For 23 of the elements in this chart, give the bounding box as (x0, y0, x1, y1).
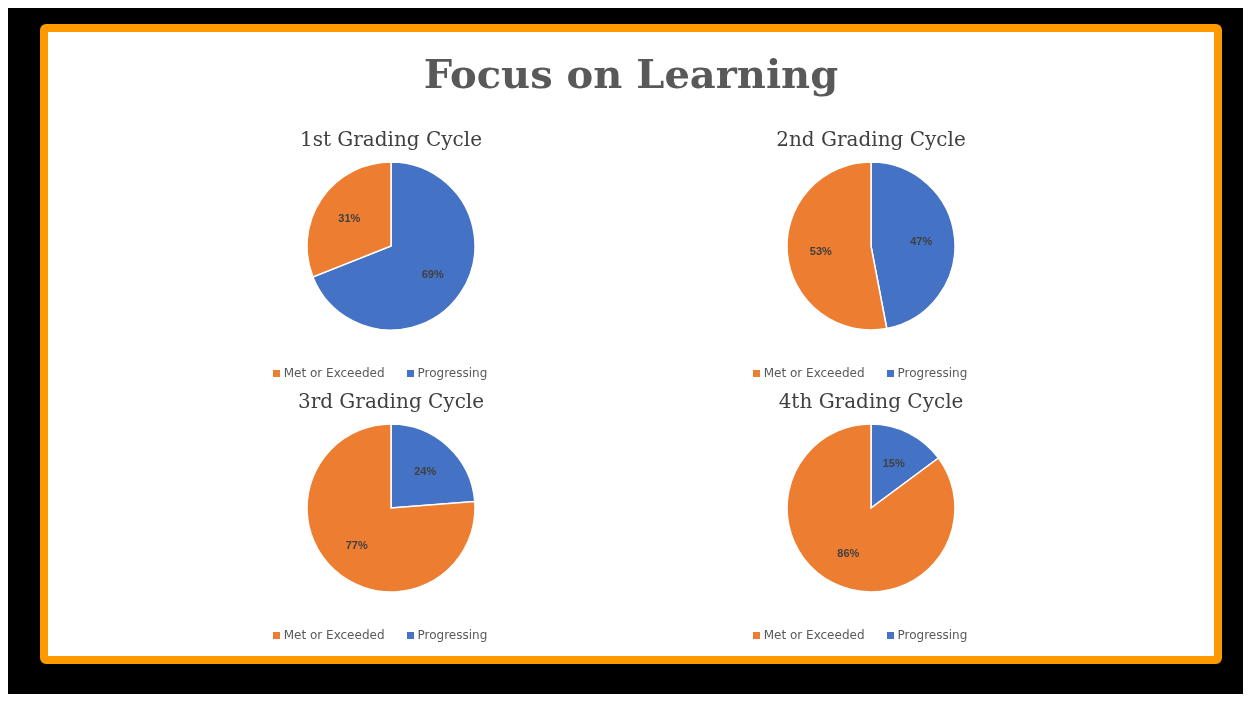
pie-slice (306, 423, 476, 593)
data-label: 86% (837, 547, 860, 560)
chart-title: 2nd Grading Cycle (776, 126, 966, 153)
legend-label: Met or Exceeded (283, 366, 385, 380)
data-label: 31% (338, 211, 361, 224)
data-label: 47% (910, 235, 933, 248)
chart-title: 3rd Grading Cycle (297, 388, 485, 415)
legend-label: Progressing (417, 628, 488, 642)
data-label: 69% (421, 268, 444, 281)
chart-title: 4th Grading Cycle (778, 388, 964, 415)
pie-slice (786, 423, 956, 593)
chart-title: 1st Grading Cycle (299, 126, 483, 153)
legend-label: Met or Exceeded (763, 628, 865, 642)
data-label: 53% (809, 244, 833, 257)
legend-label: Met or Exceeded (763, 366, 865, 380)
data-label: 77% (345, 539, 368, 551)
legend-label: Progressing (897, 366, 968, 380)
legend-label: Progressing (897, 628, 968, 642)
text: Focus on Learning (422, 50, 840, 97)
legend-label: Progressing (417, 366, 488, 380)
legend-label: Met or Exceeded (283, 628, 385, 642)
data-label: 15% (882, 456, 905, 469)
data-label: 24% (414, 465, 437, 477)
